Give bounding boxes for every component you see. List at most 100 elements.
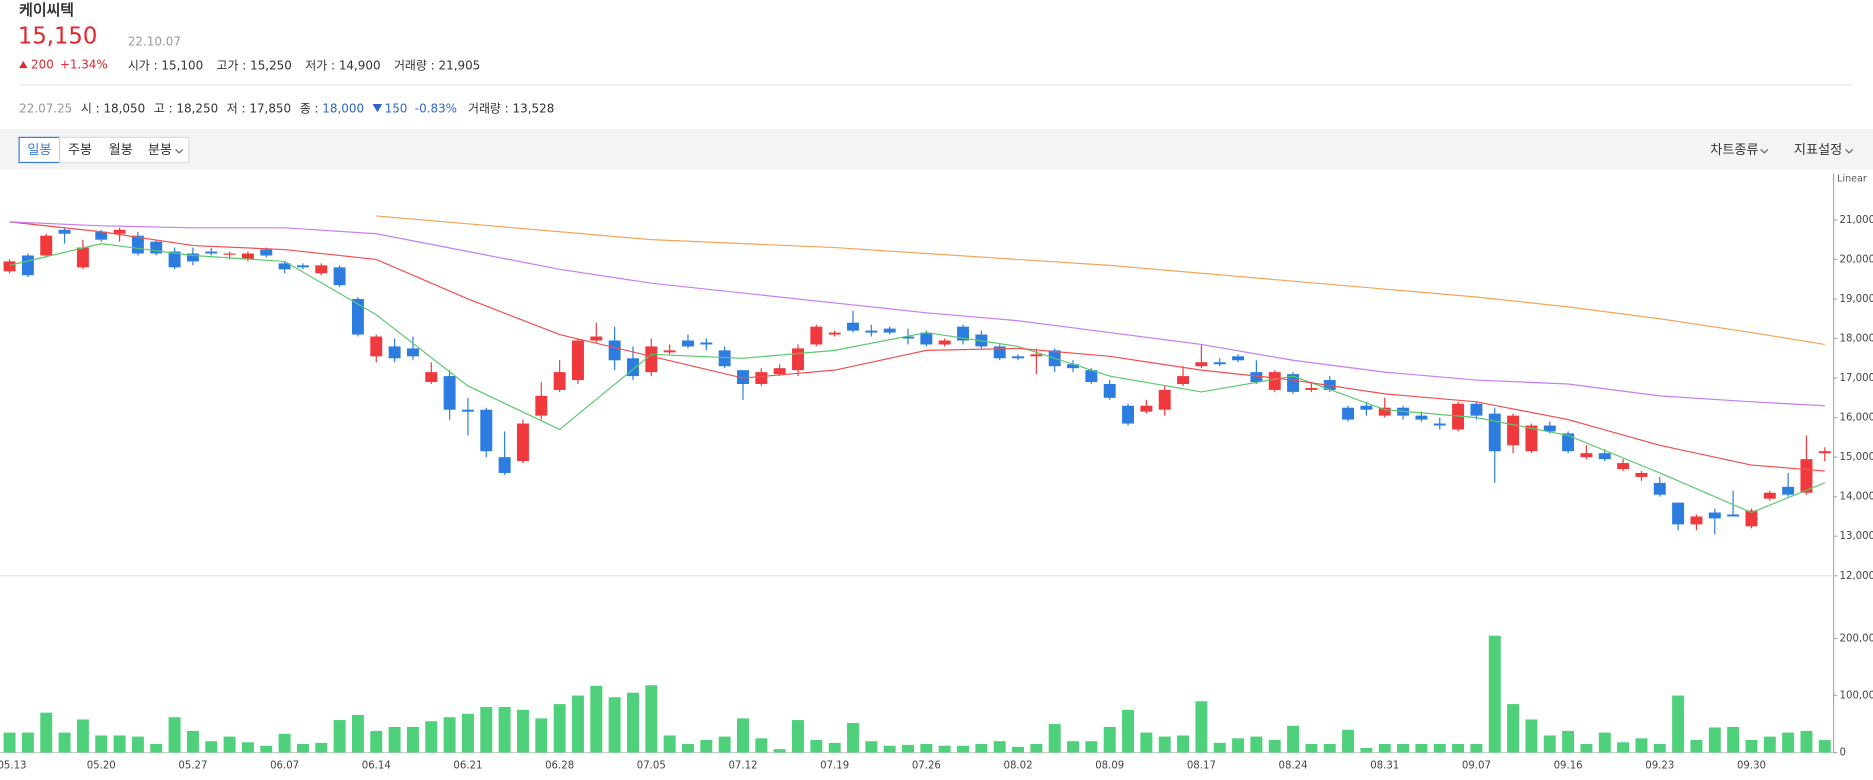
volume-bar (1287, 725, 1300, 753)
volume-bar (260, 745, 273, 753)
candle-body (1195, 362, 1208, 367)
candle-body (1360, 405, 1373, 410)
candle-body (58, 229, 71, 234)
candle-body (792, 348, 804, 371)
candle-body (186, 253, 199, 262)
volume-bar (1452, 744, 1465, 753)
moving-average (9, 243, 1826, 514)
volume-bar (1195, 701, 1208, 753)
x-tick-label: 06.14 (362, 761, 391, 772)
volume-bar (718, 736, 731, 753)
volume-bar (1488, 635, 1501, 753)
x-tick-label: 06.21 (453, 761, 482, 772)
candle-body (443, 376, 456, 410)
y-tick-label: 15,000 (1840, 452, 1873, 463)
volume-bar (773, 749, 786, 753)
x-tick-label: 06.07 (270, 761, 299, 772)
volume-bar (1782, 732, 1795, 753)
candle-body (1030, 354, 1043, 357)
candle-body (3, 261, 16, 272)
snapshot-change: 150 (385, 101, 408, 115)
volume-bar (278, 733, 291, 753)
volume-bar (21, 732, 34, 753)
volume-bar (315, 742, 328, 753)
volume-bar (351, 714, 364, 753)
volume-bar (792, 720, 804, 753)
volume-bar (828, 742, 841, 753)
stat-label: 저 : (227, 101, 250, 115)
volume-bar (1562, 730, 1575, 753)
stat-label: 고가 : (217, 58, 251, 72)
stat-label: 종 : (300, 101, 323, 115)
menu[interactable]: 지표설정 (1794, 142, 1842, 158)
y-tick-label: 18,000 (1840, 334, 1873, 345)
x-tick-label: 07.12 (728, 761, 757, 772)
menu[interactable]: 차트종류 (1710, 142, 1758, 158)
volume-bar (1268, 740, 1281, 753)
candle-body (1782, 486, 1795, 495)
x-tick-label: 05.20 (87, 761, 116, 772)
candle-body (700, 342, 713, 345)
candle-body (883, 328, 896, 333)
candle-body (168, 251, 181, 268)
change-value: 200 (31, 57, 54, 71)
volume-bar (993, 741, 1006, 753)
tab[interactable]: 분봉 (148, 142, 172, 158)
candle-body (1672, 502, 1685, 525)
scale-label: Linear (1837, 174, 1867, 185)
y-tick-label: 20,000 (1840, 254, 1873, 265)
candle-body (40, 235, 53, 256)
volume-bar (1305, 744, 1318, 753)
volume-bar (1085, 741, 1098, 753)
volume-tick-label: 100,000 (1840, 691, 1873, 702)
x-tick-label: 06.28 (545, 761, 574, 772)
candle-body (1653, 482, 1666, 495)
candle-body (1727, 514, 1740, 517)
moving-average (9, 221, 1825, 407)
candle-body (205, 251, 218, 254)
candle-body (682, 340, 694, 347)
candle-body (718, 350, 731, 367)
volume-bar (1617, 742, 1630, 753)
candle-body (113, 229, 126, 234)
x-tick-label: 08.02 (1004, 761, 1033, 772)
candle-body (627, 358, 639, 377)
candle-body (1122, 405, 1135, 424)
candle-body (1177, 376, 1190, 384)
tab-group (59, 136, 190, 164)
volume-bar (425, 721, 438, 753)
volume-bar (370, 730, 383, 753)
candle-body (938, 340, 951, 345)
volume-bar (186, 730, 199, 753)
tab[interactable]: 일봉 (27, 142, 51, 158)
tab[interactable]: 월봉 (109, 142, 133, 158)
stat-label: 시 : (81, 101, 104, 115)
candle-body (351, 298, 364, 335)
volume-bar (388, 726, 401, 753)
stat-value: 18,050 (103, 101, 145, 115)
candle-body (315, 265, 328, 274)
candle-body (1158, 389, 1171, 410)
candle-body (1433, 423, 1446, 426)
tab[interactable]: 주봉 (68, 142, 92, 158)
volume-bar (847, 722, 859, 753)
volume-bar (1232, 738, 1245, 753)
volume-bar (498, 706, 511, 753)
candle-body (131, 235, 144, 254)
volume-bar (1415, 744, 1428, 753)
volume-bar (865, 741, 878, 753)
price: 15,150 (18, 24, 97, 50)
candle-body (737, 370, 749, 384)
stat-label: 거래량 : (394, 58, 439, 72)
candle-body (1067, 364, 1080, 369)
candle-body (1378, 407, 1391, 416)
candle-body (95, 231, 108, 240)
y-tick-label: 17,000 (1840, 373, 1873, 384)
volume-bar (1708, 727, 1721, 753)
stat-value: 15,100 (161, 58, 203, 72)
candle-body (1085, 370, 1098, 383)
volume-bar (1360, 748, 1373, 753)
candle-body (1342, 407, 1355, 420)
y-tick-label: 13,000 (1840, 531, 1873, 542)
volume-bar (957, 745, 969, 753)
